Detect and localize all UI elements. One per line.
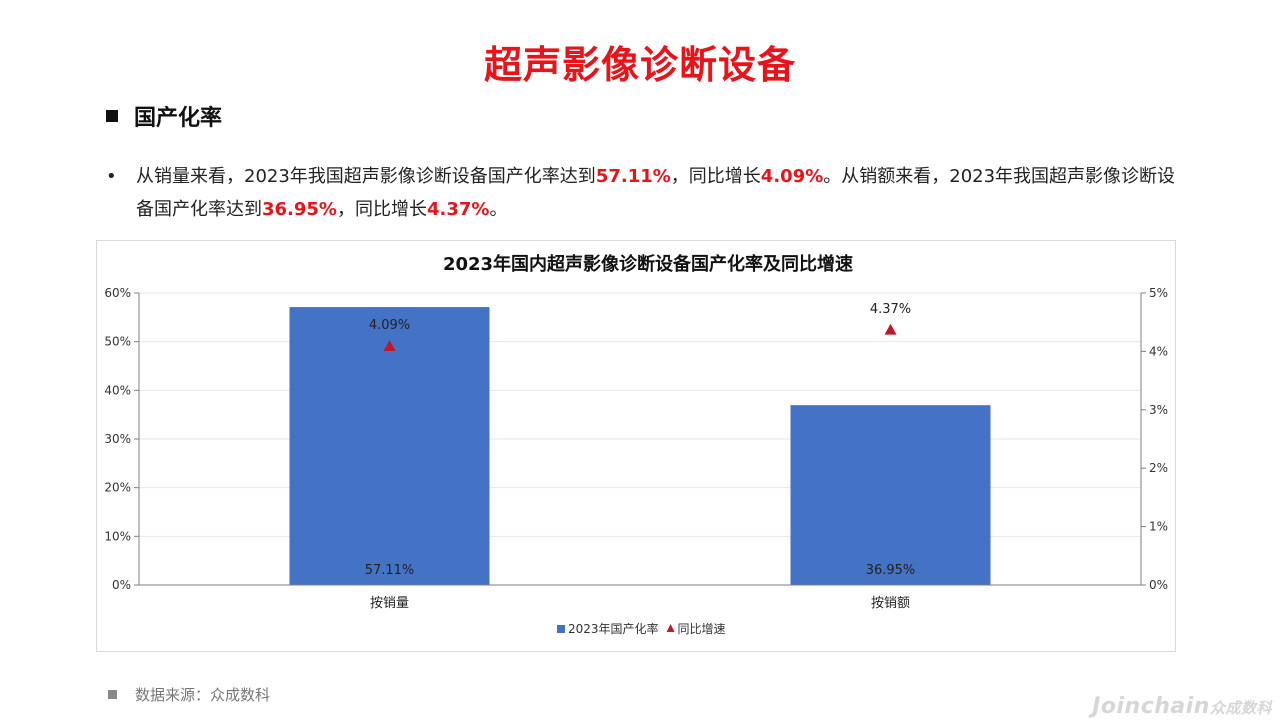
watermark-logo: Joinchain众成数科 [1092,694,1272,719]
legend-growth-label: 同比增速 [678,622,726,636]
legend-bar-label: 2023年国产化率 [568,621,659,636]
summary-part-2: ，同比增长 [670,166,761,187]
y-left-tick-label: 10% [104,529,131,543]
growth-marker [884,323,897,335]
y-right-tick-label: 2% [1149,461,1168,475]
y-left-tick-label: 30% [104,432,131,446]
section-heading: 国产化率 [106,100,222,132]
growth-data-label: 4.09% [369,318,410,333]
growth-data-label: 4.37% [870,302,911,317]
summary-value-1: 57.11% [595,166,671,187]
y-right-tick-label: 4% [1149,344,1168,358]
page-title: 超声影像诊断设备 [483,43,796,87]
watermark-latin: Joinchain [1092,694,1210,719]
y-right-tick-label: 0% [1149,578,1168,592]
summary-value-3: 36.95% [262,199,337,220]
bar [289,307,490,585]
square-bullet-icon [106,110,118,122]
source-square-icon [108,690,117,699]
legend-bar-swatch [557,625,565,633]
watermark-cn: 众成数科 [1209,699,1272,717]
bar [790,405,991,585]
growth-marker [383,340,396,351]
summary-part-1: 从销量来看，2023年我国超声影像诊断设备国产化率达到 [136,166,596,187]
summary-text: 从销量来看，2023年我国超声影像诊断设备国产化率达到57.11%，同比增长4.… [136,160,1176,226]
section-title: 国产化率 [134,106,223,131]
chart-title: 2023年国内超声影像诊断设备国产化率及同比增速 [443,253,853,275]
y-left-tick-label: 50% [104,335,131,349]
summary-paragraph: • 从销量来看，2023年我国超声影像诊断设备国产化率达到57.11%，同比增长… [106,160,1176,226]
y-left-tick-label: 60% [104,286,131,300]
y-right-tick-label: 3% [1149,403,1168,417]
legend-growth-swatch [666,624,675,632]
x-tick-label: 按销量 [370,596,409,611]
bar-data-label: 57.11% [365,563,415,578]
y-left-tick-label: 20% [104,481,131,495]
y-right-tick-label: 5% [1149,286,1168,300]
y-left-tick-label: 0% [112,578,131,592]
summary-part-4: ，同比增长 [336,199,427,220]
summary-value-4: 4.37% [426,199,490,220]
x-tick-label: 按销额 [871,596,910,611]
summary-part-5: 。 [489,199,508,220]
bar-data-label: 36.95% [866,563,916,578]
chart-container: 2023年国内超声影像诊断设备国产化率及同比增速 0% 10% 20% 30% 40% 50… [96,240,1176,652]
bullet-dot-icon: • [106,166,117,187]
summary-part-3: 。从销额来看，2023年我国超声影像诊断设备国产化率达到 [136,166,1176,220]
summary-value-2: 4.09% [760,166,824,187]
y-right-tick-label: 1% [1149,520,1168,534]
chart-svg: 2023年国内超声影像诊断设备国产化率及同比增速 0% 10% 20% 30% 40% 50… [104,253,1168,636]
y-left-tick-label: 40% [104,383,131,397]
source-text: 数据来源：众成数科 [135,686,271,704]
data-source: 数据来源：众成数科 [108,684,270,705]
